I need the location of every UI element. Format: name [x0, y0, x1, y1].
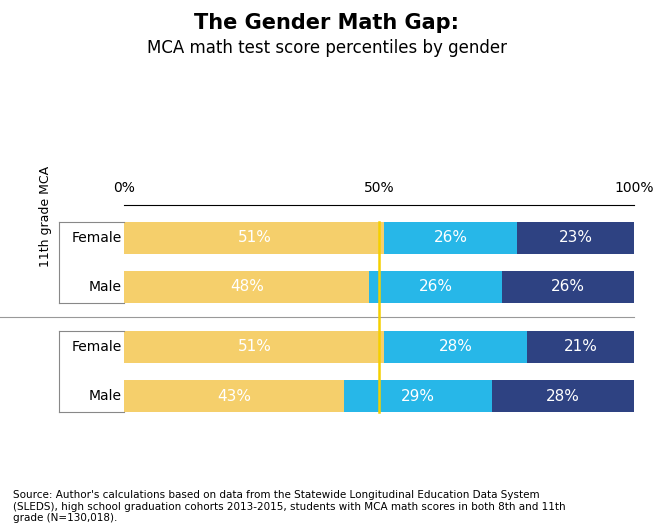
Bar — [124, 221, 385, 254]
Text: 48%: 48% — [230, 279, 264, 295]
Text: 26%: 26% — [551, 279, 585, 295]
Text: 21%: 21% — [564, 339, 598, 355]
Bar — [385, 221, 517, 254]
Text: Female: Female — [71, 231, 122, 245]
Bar — [517, 221, 634, 254]
Text: 26%: 26% — [434, 230, 468, 245]
Text: The Gender Math Gap:: The Gender Math Gap: — [194, 13, 460, 33]
Text: 26%: 26% — [419, 279, 453, 295]
Bar — [502, 270, 634, 304]
Text: 11th grade MCA: 11th grade MCA — [39, 166, 52, 267]
Text: 28%: 28% — [439, 339, 473, 355]
Bar — [527, 331, 634, 363]
Text: 29%: 29% — [401, 389, 434, 403]
Text: 28%: 28% — [546, 389, 580, 403]
Text: Female: Female — [71, 340, 122, 354]
Bar — [343, 380, 492, 412]
Bar — [492, 380, 634, 412]
Bar — [124, 380, 343, 412]
Bar — [124, 270, 369, 304]
Text: Source: Author's calculations based on data from the Statewide Longitudinal Educ: Source: Author's calculations based on d… — [13, 490, 566, 523]
Text: MCA math test score percentiles by gender: MCA math test score percentiles by gende… — [147, 39, 507, 57]
Text: 51%: 51% — [237, 230, 271, 245]
Text: 23%: 23% — [559, 230, 593, 245]
Text: Male: Male — [89, 389, 122, 403]
Text: Male: Male — [89, 280, 122, 294]
Bar — [124, 331, 385, 363]
Bar — [385, 331, 527, 363]
Text: 51%: 51% — [237, 339, 271, 355]
Text: 43%: 43% — [217, 389, 251, 403]
Bar — [369, 270, 502, 304]
